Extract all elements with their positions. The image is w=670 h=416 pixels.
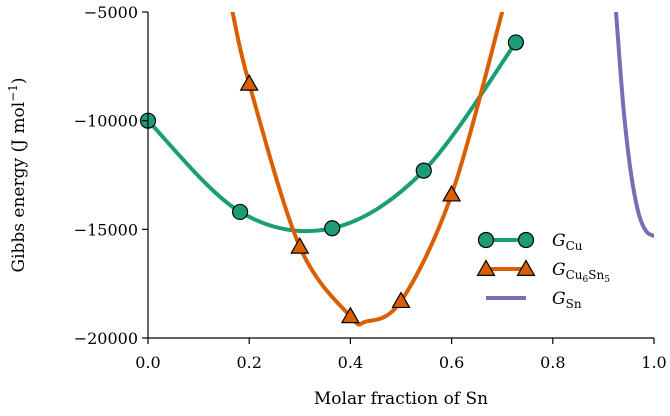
series-line-cu [148,40,518,234]
y-tick-label: −15000 [74,220,138,239]
series-line-sn [614,12,654,238]
y-axis-label: Gibbs energy (J mol−1) [6,78,29,273]
legend-marker-cu6sn5 [476,259,496,276]
legend-marker-cu6sn5 [516,259,536,276]
legend-marker-cu [517,231,535,249]
data-point-cu6sn5 [391,291,411,309]
x-axis-label: Molar fraction of Sn [314,389,488,409]
x-tick-label: 0.0 [135,353,160,372]
data-point-cu [507,34,524,51]
data-point-cu [231,203,249,221]
legend-label-sn: GSn [552,289,582,311]
y-axis-label-exponent: −1 [6,84,20,102]
series-line-cu6sn5 [230,12,505,327]
data-point-cu6sn5 [340,306,360,324]
y-axis-label-main: Gibbs energy (J mol [9,102,29,273]
x-tick-label: 0.4 [338,353,363,372]
data-point-cu6sn5 [290,237,310,254]
x-tick-label: 0.2 [236,353,261,372]
axes-layer [147,12,654,339]
y-tick-label: −5000 [84,3,138,22]
legend-label-cu6sn5: GCu6Sn5 [552,260,610,285]
legend-marker-cu [477,231,495,249]
tick-layer: 0.0 0.2 0.4 0.6 0.8 1.0 −5000 −10000 −15000 −2000… [74,3,667,372]
legend: GCu GCu6Sn5 GSn [476,231,610,311]
y-tick-label: −20000 [74,329,138,348]
data-point-cu6sn5 [239,74,259,91]
y-tick-label: −10000 [74,112,138,131]
x-tick-label: 1.0 [641,353,666,372]
marker-layer [139,34,524,324]
data-point-cu [415,162,432,179]
data-point-cu6sn5 [442,184,462,202]
x-tick-label: 0.8 [540,353,565,372]
legend-label-cu: GCu [552,231,583,253]
x-tick-label: 0.6 [439,353,464,372]
y-axis-label-close: ) [9,78,29,85]
data-point-cu [324,220,341,237]
